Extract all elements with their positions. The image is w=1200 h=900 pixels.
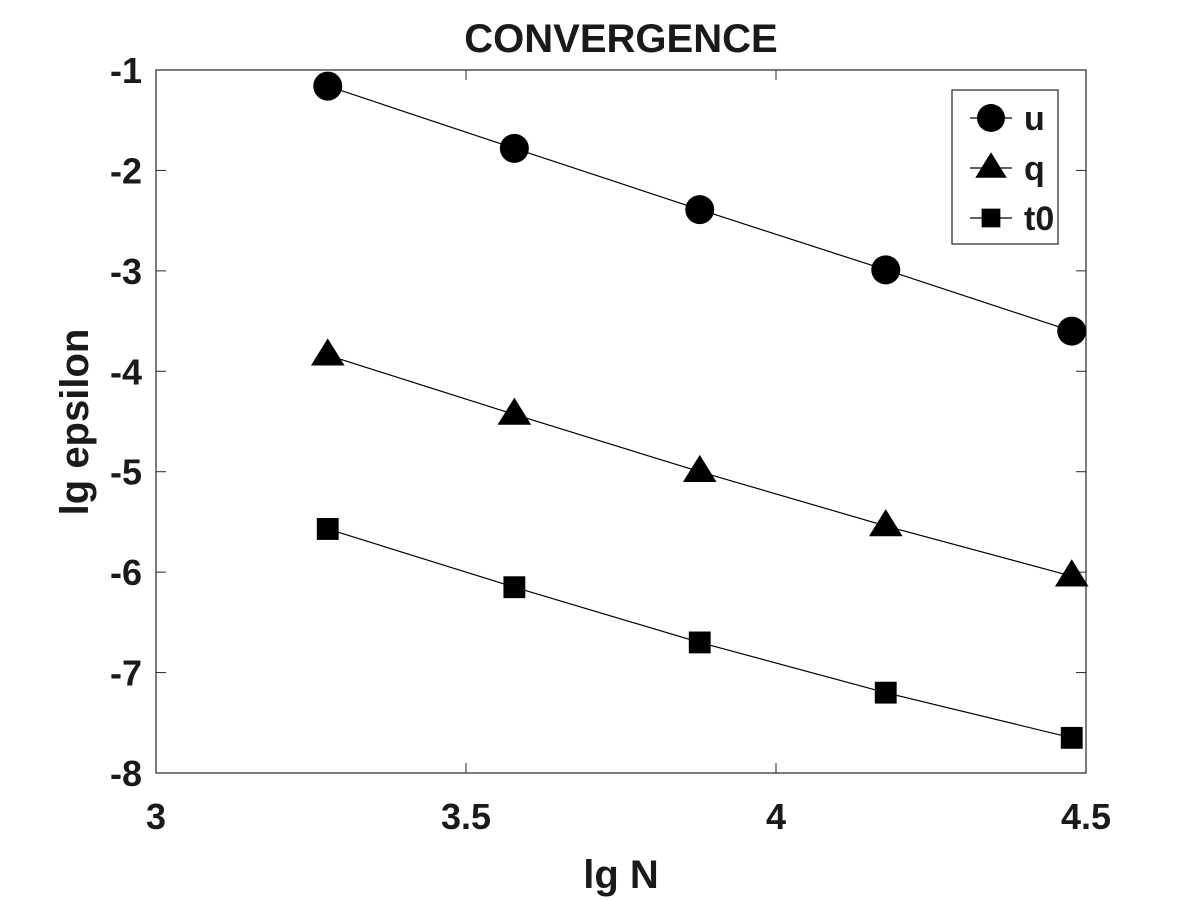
y-tick-label: -7 [110,653,142,694]
data-point-t0 [874,681,897,704]
data-point-q [497,397,532,425]
legend-marker-t0 [981,208,1001,228]
chart-title: CONVERGENCE [464,17,777,61]
legend-label-t0: t0 [1024,200,1054,238]
legend-label-u: u [1024,100,1045,138]
data-point-q [868,509,903,537]
y-tick-label: -4 [110,351,142,392]
x-tick-label: 3.5 [441,796,491,837]
y-tick-label: -6 [110,552,142,593]
x-tick-label: 4 [766,796,786,837]
legend-marker-q [975,152,1007,178]
data-point-t0 [688,631,711,654]
y-axis-label: lg epsilon [53,329,97,516]
data-point-u [685,195,715,225]
x-tick-label: 3 [146,796,166,837]
x-axis-label: lg N [583,853,659,897]
data-point-u [313,71,343,101]
y-tick-label: -8 [110,753,142,794]
legend-label-q: q [1024,150,1045,188]
legend: uq t0 [951,89,1059,245]
y-tick-label: -5 [110,452,142,493]
y-tick-label: -3 [110,251,142,292]
plot-area: 3 3.5 4 4.5 -8 -7 -6 -5 -4 -3 -2 -1 [110,50,1111,837]
data-point-t0 [503,576,526,599]
data-point-q [310,338,345,366]
legend-marker-u [977,104,1005,132]
y-tick-label: -2 [110,150,142,191]
data-point-q [682,454,717,483]
data-point-q [1054,559,1089,587]
data-point-t0 [316,518,339,540]
x-tick-label: 4.5 [1061,796,1111,837]
data-point-u [1057,316,1087,346]
data-point-t0 [1060,726,1083,749]
data-point-u [871,255,901,285]
data-point-u [499,133,529,163]
axes-box [155,69,1087,774]
y-tick-label: -1 [110,50,142,91]
